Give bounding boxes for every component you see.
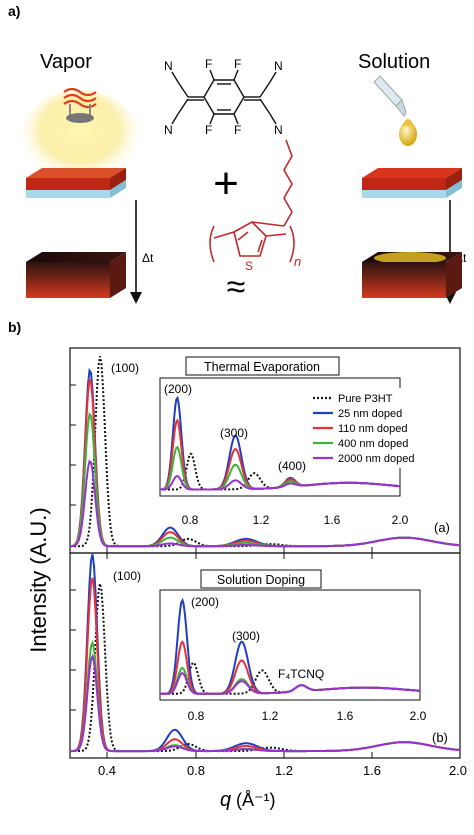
x-tick-label: 0.4 <box>98 763 116 778</box>
atom-n-2: N <box>164 123 173 137</box>
x-tick-label: 0.8 <box>187 763 205 778</box>
top-inset-peak-300: (300) <box>220 426 248 440</box>
panel-b-label: b) <box>8 319 21 335</box>
bottom-inset-peak-200: (200) <box>191 595 219 609</box>
x-tick-label: 2.0 <box>449 763 467 778</box>
atom-f-3: F <box>205 123 212 137</box>
x-axis-label-q: q <box>220 789 231 811</box>
atom-n-1: N <box>164 59 173 73</box>
bottom-inset-peak-300: (300) <box>232 629 260 643</box>
vapor-doped-film <box>26 252 126 298</box>
top-inset-peak-200: (200) <box>164 382 192 396</box>
pipette-icon <box>373 75 417 146</box>
vapor-arrow <box>130 200 142 304</box>
top-tag: (a) <box>434 520 450 535</box>
x-tick-label: 1.2 <box>275 763 293 778</box>
repeat-n: n <box>294 254 301 269</box>
bottom-inset-tick: 2.0 <box>410 709 427 723</box>
top-inset-tick: 1.6 <box>324 513 341 527</box>
legend-entry: 2000 nm doped <box>338 453 414 465</box>
f4tcnq-molecule <box>171 69 277 125</box>
atom-f-1: F <box>205 57 212 71</box>
atom-f-4: F <box>234 123 241 137</box>
top-inset-tick: 0.8 <box>182 513 199 527</box>
bottom-inset-tick: 1.2 <box>262 709 279 723</box>
atom-n-4: N <box>274 123 283 137</box>
top-title-box <box>185 356 340 376</box>
x-axis-label-unit: (Å⁻¹) <box>236 790 276 810</box>
vapor-label: Vapor <box>40 51 92 73</box>
bottom-inset-tick: 1.6 <box>337 709 354 723</box>
vapor-delta-t: Δt <box>142 251 154 265</box>
heater-coil-icon <box>20 87 140 190</box>
bottom-inset-tick-labels: 0.8 1.2 1.6 2.0 <box>188 709 427 723</box>
legend-entry: 400 nm doped <box>338 438 408 450</box>
series-2000-nm-doped <box>69 459 461 548</box>
legend-entry: 25 nm doped <box>338 408 402 420</box>
series-2000-nm-doped <box>160 475 401 491</box>
bottom-title: Solution Doping <box>217 573 305 587</box>
top-peak-100-label: (100) <box>111 361 139 375</box>
bottom-inset-series <box>160 597 421 695</box>
series-pure-p3ht <box>70 583 461 753</box>
top-inset-tick-labels: 0.8 1.2 1.6 2.0 <box>182 513 409 527</box>
series-400-nm-doped <box>69 639 461 753</box>
y-axis-label: Intensity (A.U.) <box>26 507 51 652</box>
main-x-tick-labels: 0.4 0.8 1.2 1.6 2.0 <box>98 763 467 778</box>
top-series <box>69 356 461 548</box>
atom-s: S <box>245 259 253 273</box>
solution-label: Solution <box>358 51 430 73</box>
series-2000-nm-doped <box>69 653 461 753</box>
plus-sign: + <box>213 159 239 208</box>
bottom-inset-tick: 0.8 <box>188 709 205 723</box>
approx-sign: ≈ <box>227 268 246 306</box>
atom-f-2: F <box>234 57 241 71</box>
bottom-tag: (b) <box>432 730 448 745</box>
panel-a-label: a) <box>8 3 20 19</box>
top-inset-peak-400: (400) <box>278 459 306 473</box>
legend: Pure P3HT 25 nm doped 110 nm doped 400 nm d… <box>308 388 448 468</box>
atom-n-3: N <box>274 59 283 73</box>
series-110-nm-doped <box>69 577 461 753</box>
f4tcnq-label: F₄TCNQ <box>278 667 324 681</box>
x-tick-label: 1.6 <box>363 763 381 778</box>
legend-entry: 110 nm doped <box>338 423 408 435</box>
legend-entry: Pure P3HT <box>338 393 393 405</box>
top-inset-tick: 2.0 <box>392 513 409 527</box>
top-inset-series <box>159 395 401 491</box>
bottom-series <box>69 553 461 753</box>
series-2000-nm-doped <box>160 671 421 695</box>
bottom-title-box <box>200 569 322 589</box>
solution-substrate <box>362 168 462 198</box>
top-title: Thermal Evaporation <box>204 360 320 374</box>
molecule-atom-labels: N N F F F F N N <box>164 57 283 137</box>
frame-ticks <box>70 384 373 758</box>
bottom-inset-frame <box>159 589 421 701</box>
solution-doped-film <box>362 252 462 298</box>
bottom-plot-frame <box>69 552 461 759</box>
vapor-substrate <box>26 168 126 198</box>
p3ht-polymer <box>209 139 295 263</box>
bottom-peak-100-label: (100) <box>113 569 141 583</box>
top-inset-tick: 1.2 <box>253 513 270 527</box>
